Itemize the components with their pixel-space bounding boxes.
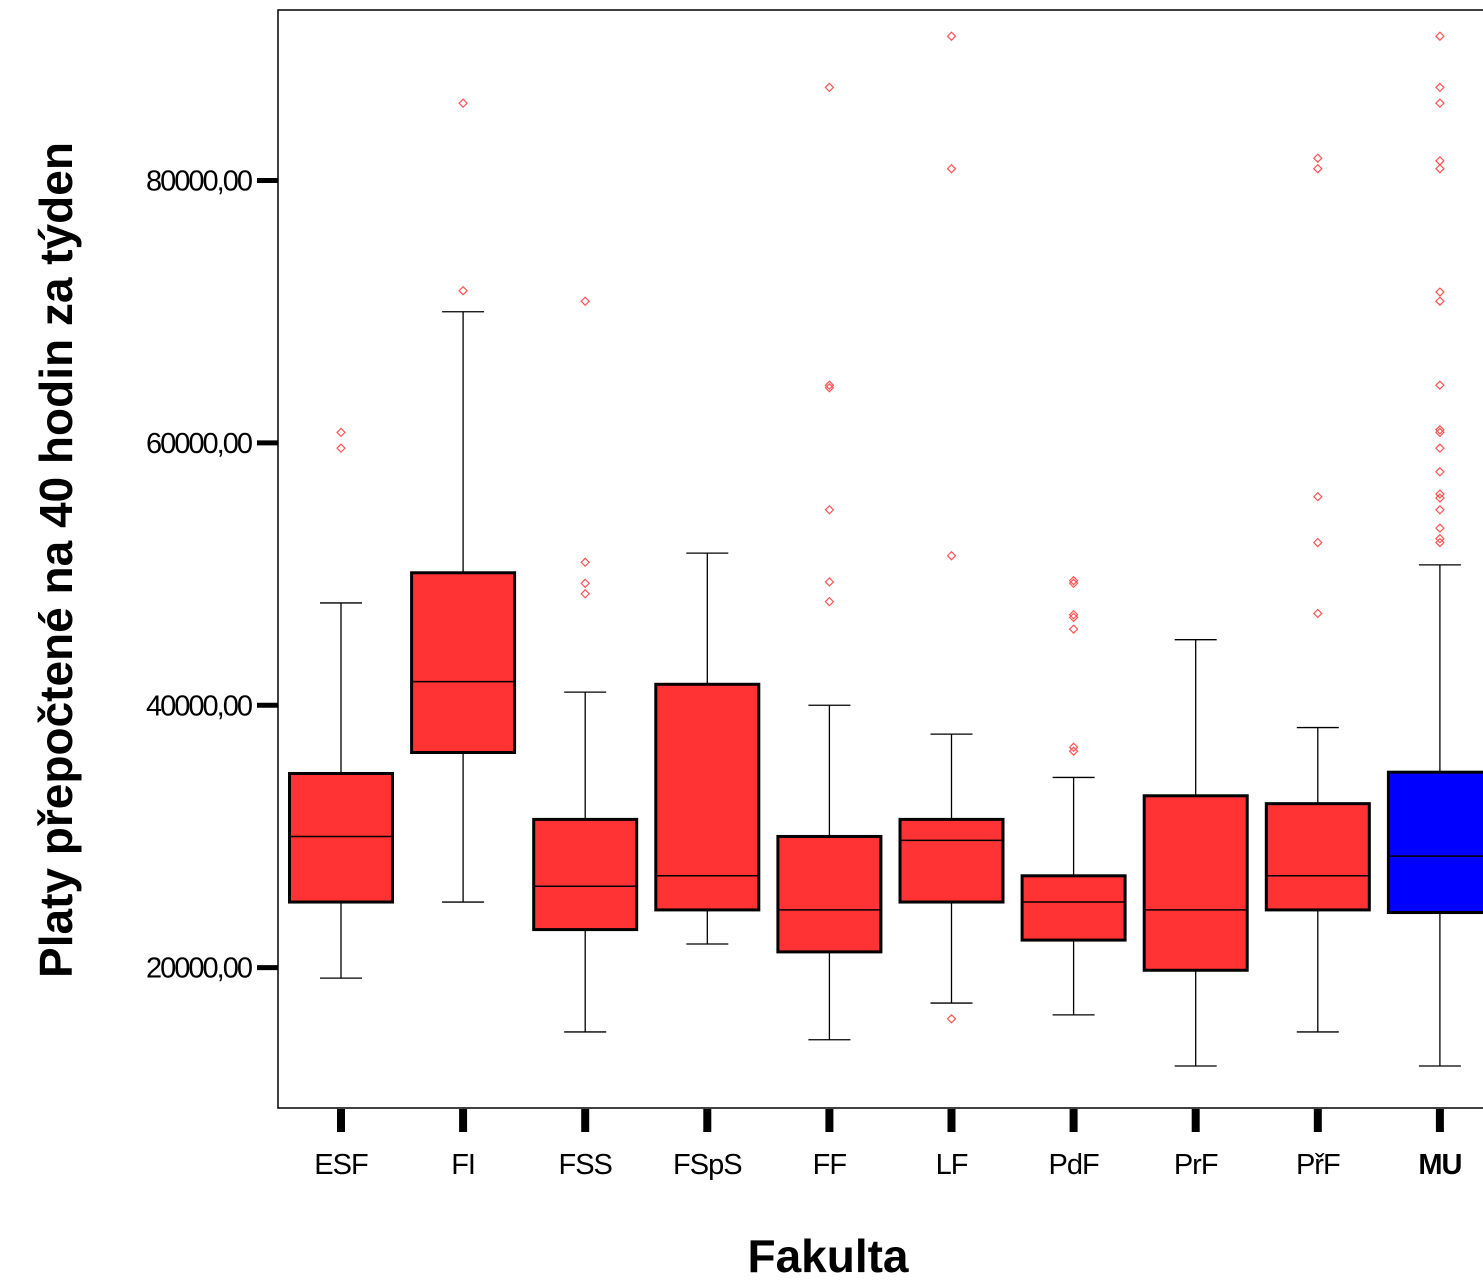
outlier-point — [1435, 443, 1445, 453]
box-esf — [288, 602, 394, 979]
x-tick-label-esf: ESF — [314, 1149, 368, 1181]
iqr-box — [1142, 794, 1249, 972]
y-tick-label: 20000,00 — [146, 953, 252, 985]
box-prf — [1142, 639, 1249, 1067]
outlier-point — [1435, 424, 1445, 435]
y-axis-title: Platy přepočtené na 40 hodin za týden — [30, 142, 82, 978]
iqr-box — [776, 834, 883, 954]
box-pdf — [1020, 776, 1127, 1016]
outlier-point — [1435, 489, 1445, 499]
x-tick-label-mu: MU — [1418, 1149, 1461, 1181]
outlier-point — [1435, 163, 1445, 174]
outlier-point — [946, 550, 957, 561]
iqr-box — [410, 571, 517, 754]
outlier-point — [1312, 537, 1323, 548]
x-tick-label-fi: FI — [451, 1149, 475, 1181]
x-tick-label-přf: PřF — [1296, 1149, 1340, 1181]
outlier-point — [824, 577, 835, 587]
iqr-box — [288, 771, 394, 904]
outlier-point — [824, 382, 835, 393]
outlier-point — [1435, 504, 1445, 515]
box-fss — [532, 691, 639, 1033]
outlier-point — [1435, 466, 1445, 477]
outlier-point — [1435, 98, 1445, 108]
outlier-point — [580, 578, 591, 589]
outlier-point — [946, 163, 957, 174]
outlier-point — [1312, 163, 1323, 174]
y-tick-label: 60000,00 — [146, 428, 252, 460]
y-tick-label: 80000,00 — [146, 166, 252, 198]
box-fi — [410, 311, 517, 903]
outlier-point — [1435, 156, 1445, 166]
outlier-point — [1312, 153, 1323, 164]
box-mu — [1386, 564, 1483, 1067]
outlier-point — [458, 285, 468, 296]
outlier-point — [1435, 493, 1445, 503]
outlier-point — [824, 504, 835, 515]
box-lf — [898, 733, 1005, 1004]
outlier-point — [1068, 624, 1079, 635]
outlier-point — [1068, 575, 1079, 586]
outlier-point — [946, 31, 957, 42]
x-axis-title: Fakulta — [747, 1230, 908, 1278]
outlier-point — [580, 557, 591, 568]
box-přf — [1264, 726, 1371, 1033]
plot-area-frame — [277, 9, 1483, 1109]
outlier-point — [1435, 31, 1445, 42]
outlier-point — [824, 380, 835, 391]
outlier-point — [1068, 609, 1079, 620]
x-tick-label-ff: FF — [813, 1149, 847, 1181]
outlier-point — [1068, 578, 1079, 589]
outlier-point — [1312, 608, 1323, 619]
iqr-box — [898, 817, 1005, 904]
outlier-point — [1435, 523, 1445, 534]
outlier-point — [1312, 491, 1323, 502]
outlier-point — [1068, 612, 1079, 623]
iqr-box — [1386, 770, 1483, 915]
outlier-point — [336, 443, 346, 453]
box-ff — [776, 704, 883, 1041]
outlier-point — [1435, 296, 1445, 307]
outlier-point — [458, 98, 468, 108]
x-tick-label-lf: LF — [936, 1149, 968, 1181]
iqr-box — [654, 682, 761, 912]
outlier-point — [824, 596, 835, 607]
outlier-point — [580, 296, 591, 307]
outlier-point — [580, 588, 591, 599]
outlier-point — [1435, 533, 1445, 544]
outlier-point — [1068, 742, 1079, 753]
outlier-point — [824, 82, 835, 93]
iqr-box — [1020, 874, 1127, 942]
outlier-point — [1435, 380, 1445, 391]
box-fsps — [654, 552, 761, 945]
outlier-point — [1435, 537, 1445, 548]
outlier-point — [1435, 427, 1445, 438]
outlier-point — [1435, 287, 1445, 297]
outlier-point — [1435, 82, 1445, 93]
outlier-point — [1068, 746, 1079, 757]
y-tick-label: 40000,00 — [146, 690, 252, 722]
x-tick-label-prf: PrF — [1174, 1149, 1218, 1181]
x-tick-label-pdf: PdF — [1049, 1149, 1099, 1181]
iqr-box — [532, 817, 639, 932]
outlier-point — [946, 1013, 957, 1024]
x-tick-label-fsps: FSpS — [673, 1149, 742, 1181]
x-tick-label-fss: FSS — [558, 1149, 612, 1181]
iqr-box — [1264, 802, 1371, 912]
outlier-point — [336, 427, 346, 438]
